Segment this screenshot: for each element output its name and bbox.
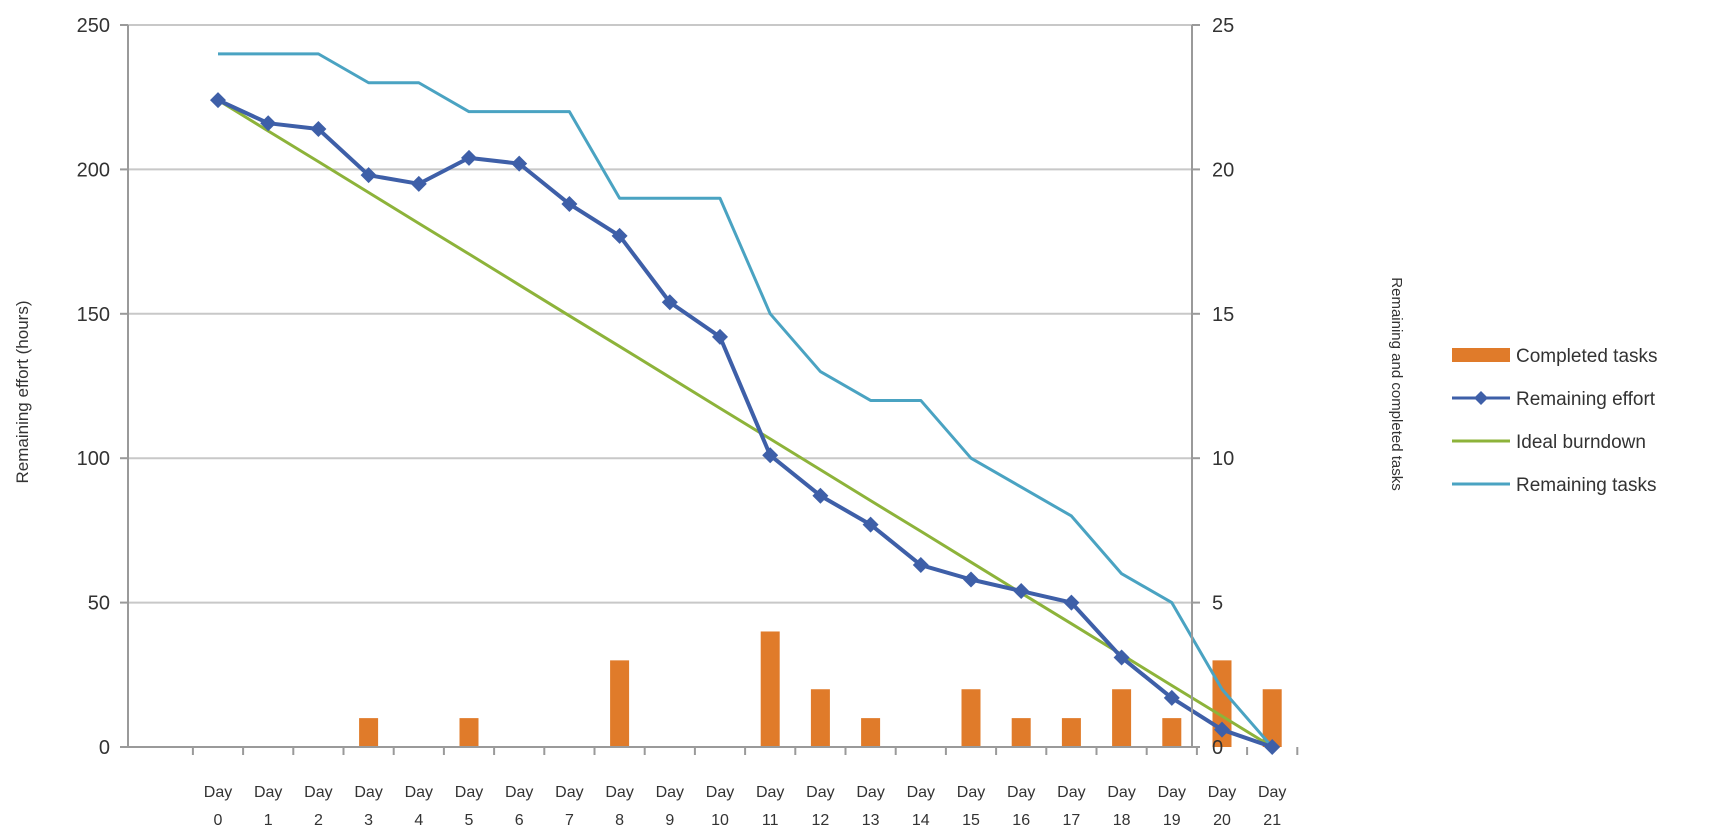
completed-tasks-bar xyxy=(961,689,981,747)
x-tick-label: Day 7 xyxy=(555,784,583,829)
x-tick-label: Day 20 xyxy=(1208,784,1236,829)
x-tick-label: Day 18 xyxy=(1107,784,1135,829)
remaining-effort-line xyxy=(217,98,1273,749)
x-tick-label: Day 16 xyxy=(1007,784,1035,829)
x-tick-label: Day 6 xyxy=(505,784,533,829)
remaining-effort-point xyxy=(812,487,829,504)
x-tick-label: Day 13 xyxy=(856,784,884,829)
remaining-effort-point xyxy=(561,196,578,213)
x-tick-label: Day 14 xyxy=(907,784,935,829)
remaining-effort-point xyxy=(1214,721,1230,738)
remaining-effort-point xyxy=(963,571,979,588)
y2-tick-label: 5 xyxy=(1212,593,1223,615)
remaining-effort-markers xyxy=(210,92,1281,755)
x-tick-label: Day 19 xyxy=(1158,784,1186,829)
remaining-effort-point xyxy=(712,328,728,345)
grid-lines xyxy=(128,24,1192,604)
completed-tasks-bar xyxy=(1061,718,1081,747)
legend-label-remaining-tasks: Remaining tasks xyxy=(1516,475,1656,496)
y-tick-label: 200 xyxy=(77,159,110,181)
ideal-burndown-line xyxy=(217,98,1273,749)
completed-tasks-bar xyxy=(1011,718,1031,747)
x-tick-label: Day 17 xyxy=(1057,784,1085,829)
legend-label-ideal-burndown: Ideal burndown xyxy=(1516,432,1646,453)
x-tick-label: Day 12 xyxy=(806,784,834,829)
remaining-effort-point xyxy=(762,447,779,464)
remaining-effort-point xyxy=(1113,649,1130,666)
remaining-effort-point xyxy=(461,149,477,166)
y-axis-title: Remaining effort (hours) xyxy=(13,301,32,484)
completed-tasks-bar xyxy=(359,718,379,747)
remaining-effort-point xyxy=(1264,739,1281,755)
x-tick-label: Day 21 xyxy=(1258,784,1286,829)
completed-tasks-bar xyxy=(1262,689,1282,747)
left-axis-ticks: 0 50 100 150 200 250 xyxy=(77,15,110,759)
completed-tasks-bar xyxy=(459,718,479,747)
legend-label-completed-tasks: Completed tasks xyxy=(1516,346,1658,367)
x-tick-label: Day 3 xyxy=(354,784,382,829)
remaining-effort-point xyxy=(410,175,427,192)
y2-tick-label: 0 xyxy=(1212,737,1223,759)
completed-tasks-bar xyxy=(810,689,830,747)
axes xyxy=(120,24,1299,755)
y-tick-label: 100 xyxy=(77,448,110,470)
x-tick-label: Day 5 xyxy=(455,784,483,829)
x-tick-label: Day 8 xyxy=(605,784,633,829)
completed-tasks-bar xyxy=(760,631,780,747)
x-tick-label: Day 10 xyxy=(706,784,734,829)
remaining-effort-point xyxy=(912,557,929,574)
remaining-effort-point xyxy=(661,294,678,311)
x-tick-label: Day 11 xyxy=(756,784,784,829)
remaining-tasks-line xyxy=(218,52,1274,748)
x-tick-label: Day 1 xyxy=(254,784,282,829)
legend-marker-remaining-effort xyxy=(1474,391,1488,405)
legend-label-remaining-effort: Remaining effort xyxy=(1516,389,1656,410)
remaining-effort-point xyxy=(1013,583,1030,600)
remaining-effort-point xyxy=(1063,594,1080,611)
legend-swatch-completed-tasks xyxy=(1452,348,1510,362)
x-axis-category-labels: Day 0 Day 1 Day 2 Day 3 Day 4 Day 5 Day 6 Day 7 Day 8 Day 9… xyxy=(204,784,1287,829)
completed-tasks-bars xyxy=(359,631,1282,747)
remaining-effort-point xyxy=(310,120,327,137)
right-axis-ticks: 0 5 10 15 20 25 xyxy=(1212,15,1234,759)
y-tick-label: 150 xyxy=(77,304,110,326)
y2-axis-title: Remaining and completed tasks xyxy=(1388,277,1405,490)
y2-tick-label: 10 xyxy=(1212,448,1234,470)
x-tick-label: Day 4 xyxy=(405,784,433,829)
y2-tick-label: 25 xyxy=(1212,15,1234,37)
x-tick-label: Day 2 xyxy=(304,784,332,829)
y-tick-label: 250 xyxy=(77,15,110,37)
x-tick-label: Day 15 xyxy=(957,784,985,829)
remaining-effort-point xyxy=(260,115,277,132)
remaining-effort-point xyxy=(210,92,226,109)
legend: Completed tasks Remaining effort Ideal bur… xyxy=(1452,346,1658,496)
y-tick-label: 0 xyxy=(99,737,110,759)
remaining-effort-point xyxy=(360,167,377,184)
remaining-effort-point xyxy=(862,516,879,533)
completed-tasks-bar xyxy=(1112,689,1132,747)
y2-tick-label: 15 xyxy=(1212,304,1234,326)
remaining-effort-point xyxy=(1163,689,1180,706)
series-lines xyxy=(217,52,1274,749)
completed-tasks-bar xyxy=(861,718,881,747)
remaining-effort-point xyxy=(611,227,628,244)
completed-tasks-bar xyxy=(610,660,630,747)
x-tick-label: Day 0 xyxy=(204,784,232,829)
x-tick-label: Day 9 xyxy=(656,784,684,829)
y-tick-label: 50 xyxy=(88,593,110,615)
remaining-effort-point xyxy=(511,155,528,172)
y2-tick-label: 20 xyxy=(1212,159,1234,181)
completed-tasks-bar xyxy=(1162,718,1182,747)
